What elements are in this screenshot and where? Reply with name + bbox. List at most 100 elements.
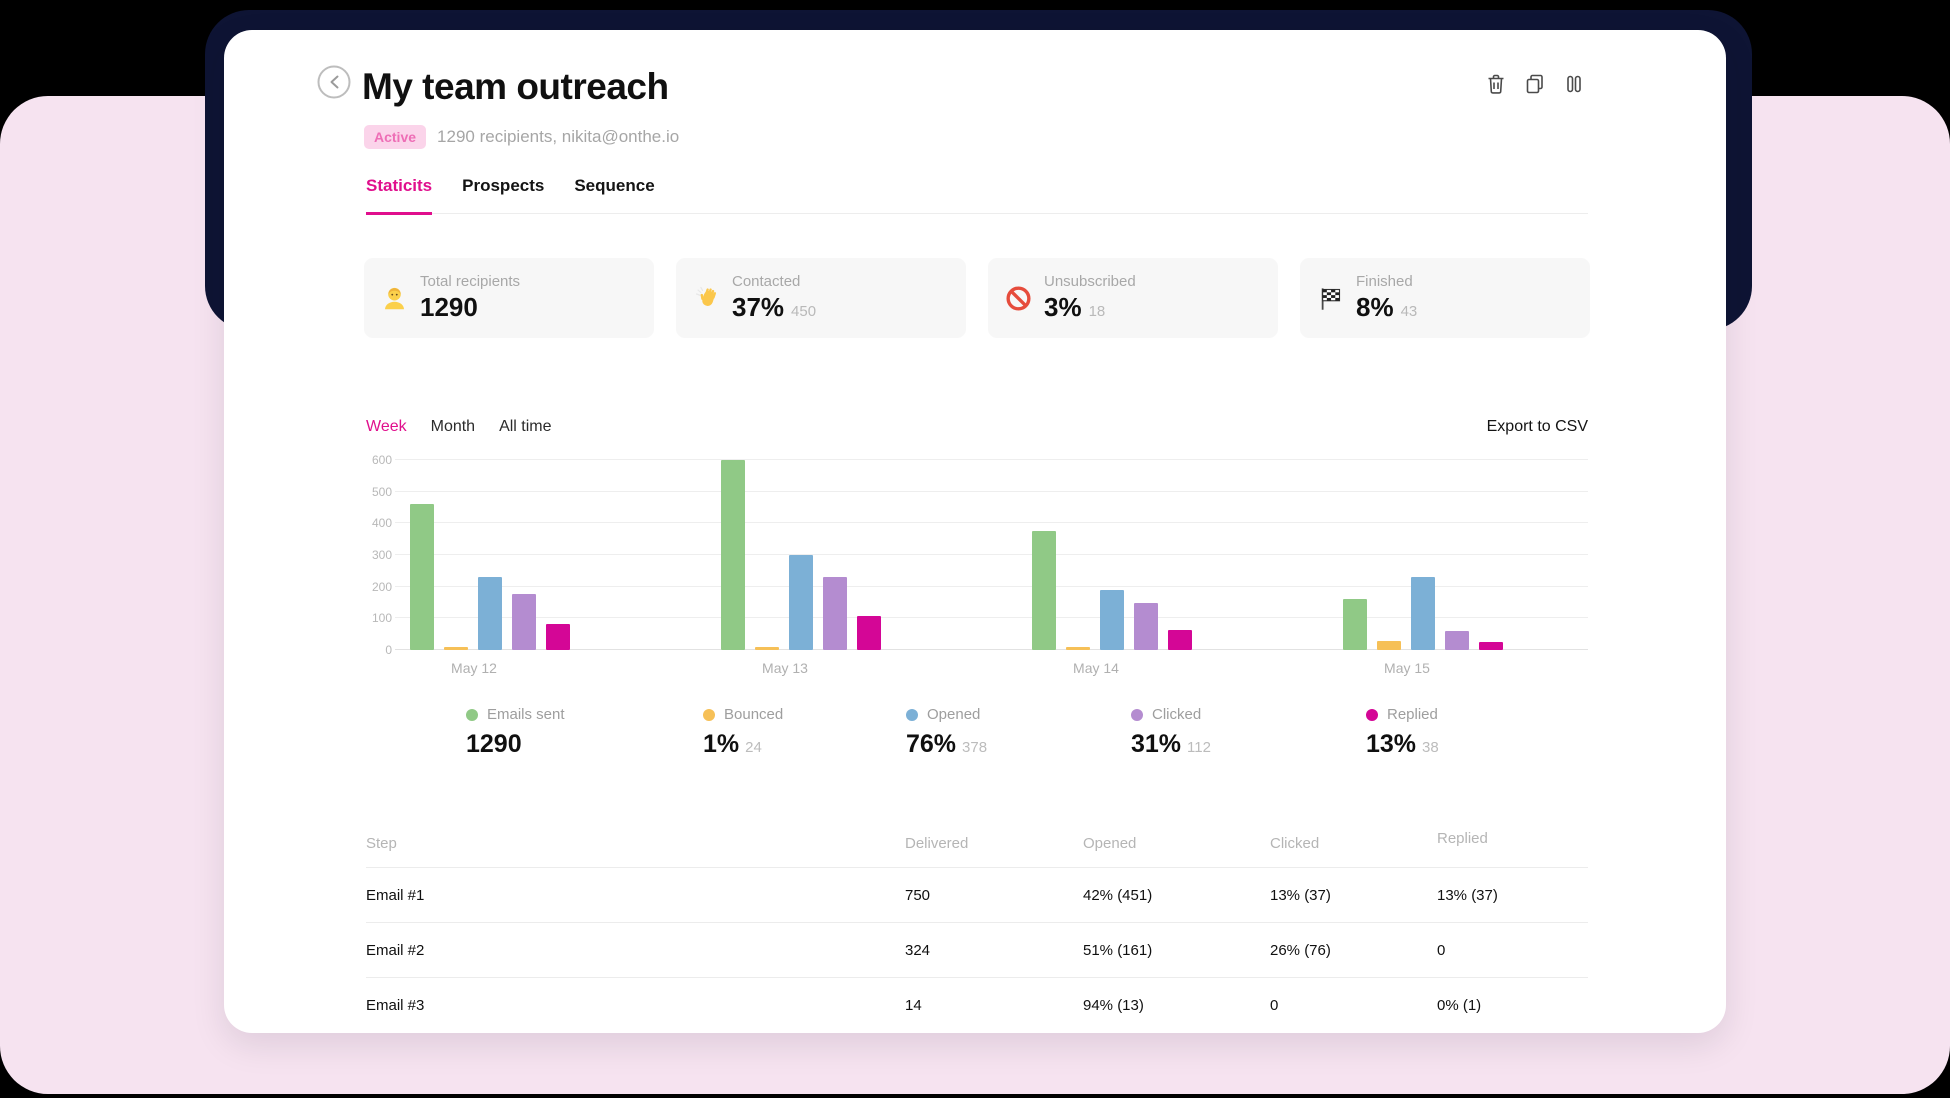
tab-staticits[interactable]: Staticits [366,176,433,215]
y-axis-tick: 300 [371,548,392,562]
table-cell: 42% (451) [1083,886,1153,904]
copy-icon [1523,74,1547,100]
y-axis-tick: 500 [371,484,392,499]
bar-group-may-12: May 12 [410,460,570,676]
x-axis-label: May 15 [1384,660,1430,676]
bar-opened [789,555,813,650]
bar-group-may-13: May 13 [721,460,881,676]
table-cell: 13% (37) [1437,886,1498,904]
table-cell: 0% (1) [1437,997,1482,1014]
stat-label: Contacted [732,273,801,290]
bar-replied [1479,642,1503,650]
bar-chart: 0 100 200 300 400 500 600 May 12 May 13 May 14 May… [366,453,1588,692]
y-axis-tick: 200 [371,579,392,594]
pause-icon [1562,75,1586,100]
pause-button[interactable] [1562,72,1586,96]
bar-opened [478,577,502,650]
table-header-cell: Clicked [1270,835,1320,852]
table-header-cell: Delivered [905,835,969,852]
wave-hand-icon [693,285,720,312]
legend-item-opened: Opened 76% 378 [906,706,987,759]
stat-value: 3% 18 [1044,292,1106,322]
range-week[interactable]: Week [366,418,407,435]
stat-value: 8% 43 [1356,292,1418,322]
table-cell: 13% (37) [1270,886,1331,904]
gridline [395,617,1588,619]
gridline [395,522,1588,524]
chart-plot: 0 100 200 300 400 500 600 May 12 May 13 May 14 May… [372,453,1588,676]
duplicate-button[interactable] [1523,72,1547,96]
legend-item-emails-sent: Emails sent 1290 [466,706,565,759]
bar-clicked [512,593,536,650]
legend-value: 76% 378 [906,730,988,758]
gridline [395,585,1588,587]
campaign-card: My team outreach Active 1290 recipients,… [224,30,1726,1033]
legend-value: 1% 24 [703,730,762,758]
table-cell: 0 [1437,941,1446,959]
bar-bounced [755,646,779,650]
range-month[interactable]: Month [430,418,476,435]
header-actions [1484,72,1586,96]
gridline [395,490,1588,492]
legend-value: 13% 38 [1366,730,1439,758]
bar-emails-sent [1343,599,1367,650]
legend-subvalue: 378 [962,739,988,756]
bar-replied [546,624,570,650]
bar-group-may-14: May 14 [1032,460,1192,676]
legend-dot-icon [466,708,478,721]
legend-item-clicked: Clicked 31% 112 [1131,706,1211,759]
legend-name: Bounced [724,706,784,723]
bar-emails-sent [721,460,745,650]
legend-dot-icon [703,708,715,721]
bar-opened [1411,576,1435,650]
table-header: Step Delivered Opened Clicked Replied [366,820,1588,868]
back-button[interactable] [317,65,351,99]
range-all-time[interactable]: All time [499,418,552,435]
stat-card-total-recipients: Total recipients 1290 [364,258,654,338]
stat-subvalue: 450 [791,303,817,320]
table-row: Email #1 750 42% (451) 13% (37) 13% (37) [366,868,1588,923]
table-cell: 26% (76) [1270,941,1331,959]
tab-prospects[interactable]: Prospects [462,176,545,195]
legend-subvalue: 112 [1187,739,1211,756]
table-cell: 94% (13) [1083,997,1144,1014]
person-icon [381,285,408,312]
legend-name: Clicked [1152,706,1202,723]
legend-item-bounced: Bounced 1% 24 [703,706,783,759]
stat-card-finished: Finished 8% 43 [1300,258,1590,338]
bar-opened [1100,589,1124,650]
trash-icon [1484,74,1508,100]
bar-clicked [1134,603,1158,650]
tabs: Staticits Prospects Sequence [366,176,1588,215]
steps-table: Step Delivered Opened Clicked Replied Email … [366,820,1588,1033]
bar-clicked [1445,631,1469,650]
table-cell: Email #3 [366,997,425,1014]
bar-clicked [823,576,847,650]
table-cell: Email #1 [366,886,425,904]
bar-bounced [444,647,468,650]
table-cell: 324 [905,941,931,959]
bar-replied [1168,630,1192,650]
stat-value: 37% 450 [732,292,817,322]
chart-legend: Emails sent 1290 Bounced 1% 24 Opened 76% 378 Cl… [366,698,1588,784]
export-csv-button[interactable]: Export to CSV [1486,418,1588,435]
legend-dot-icon [1366,708,1378,721]
legend-item-replied: Replied 13% 38 [1366,706,1439,759]
y-axis-tick: 400 [371,516,392,531]
legend-subvalue: 24 [745,739,762,756]
delete-button[interactable] [1484,72,1508,96]
tab-sequence[interactable]: Sequence [574,176,655,195]
legend-name: Replied [1387,706,1438,723]
legend-dot-icon [1131,708,1143,721]
table-cell: 14 [905,997,922,1014]
gridline [395,649,1588,650]
stat-cards: Total recipients 1290 Contacted 37% 450 Unsub… [364,258,1590,338]
y-axis-tick: 600 [371,453,392,467]
page-title: My team outreach [362,66,669,107]
chart-controls: Week Month All time Export to CSV [366,418,1588,436]
table-row: Email #2 324 51% (161) 26% (76) 0 [366,923,1588,978]
stat-label: Total recipients [420,273,521,290]
bar-group-may-15: May 15 [1343,460,1503,676]
table-cell: 750 [905,886,931,904]
gridline [395,459,1588,460]
